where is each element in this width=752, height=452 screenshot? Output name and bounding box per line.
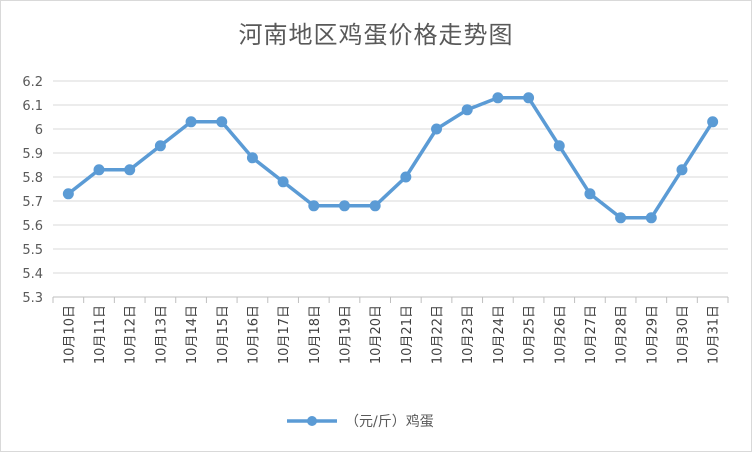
data-point xyxy=(584,188,596,200)
legend-marker xyxy=(307,416,317,426)
y-tick-label: 5.5 xyxy=(22,243,43,258)
y-tick-label: 6.1 xyxy=(22,99,43,114)
data-point xyxy=(246,152,258,164)
data-point xyxy=(461,104,473,116)
data-point xyxy=(615,212,627,224)
data-point xyxy=(676,164,688,176)
data-point xyxy=(277,176,289,188)
data-point xyxy=(93,164,105,176)
x-tick-label: 10月28日 xyxy=(615,305,630,364)
data-point xyxy=(553,140,565,152)
y-tick-label: 6.2 xyxy=(22,75,43,90)
x-tick-label: 10月25日 xyxy=(523,305,538,364)
x-tick-label: 10月17日 xyxy=(277,305,292,364)
data-point xyxy=(62,188,74,200)
x-tick-label: 10月23日 xyxy=(461,305,476,364)
series-line xyxy=(67,96,715,220)
x-tick-label: 10月26日 xyxy=(553,305,568,364)
legend-label: （元/斤）鸡蛋 xyxy=(345,413,434,430)
x-tick-label: 10月20日 xyxy=(369,305,384,364)
x-tick-label: 10月31日 xyxy=(707,305,722,364)
x-tick-label: 10月19日 xyxy=(338,305,353,364)
x-tick-label: 10月11日 xyxy=(93,305,108,364)
data-point xyxy=(124,164,136,176)
x-tick-label: 10月18日 xyxy=(308,305,323,364)
data-point xyxy=(400,171,412,183)
x-tick-label: 10月12日 xyxy=(124,305,139,364)
data-point xyxy=(216,116,228,128)
y-tick-label: 5.7 xyxy=(22,195,43,210)
x-tick-label: 10月14日 xyxy=(185,305,200,364)
data-point xyxy=(154,140,166,152)
data-point xyxy=(707,116,719,128)
x-tick-label: 10月27日 xyxy=(584,305,599,364)
y-tick-label: 6 xyxy=(35,123,43,138)
x-tick-label: 10月29日 xyxy=(645,305,660,364)
x-tick-label: 10月13日 xyxy=(154,305,169,364)
data-point xyxy=(431,123,443,135)
data-point xyxy=(185,116,197,128)
y-tick-label: 5.6 xyxy=(22,219,43,234)
y-tick-label: 5.3 xyxy=(22,291,43,306)
x-tick-label: 10月21日 xyxy=(400,305,415,364)
x-tick-label: 10月10日 xyxy=(62,305,77,364)
y-tick-label: 5.4 xyxy=(22,267,43,282)
chart-title: 河南地区鸡蛋价格走势图 xyxy=(238,21,514,49)
x-tick-label: 10月22日 xyxy=(431,305,446,364)
data-point xyxy=(308,200,320,212)
y-tick-label: 5.9 xyxy=(22,147,43,162)
x-tick-label: 10月30日 xyxy=(676,305,691,364)
data-point xyxy=(645,212,657,224)
x-tick-label: 10月16日 xyxy=(246,305,261,364)
y-tick-label: 5.8 xyxy=(22,171,43,186)
data-point xyxy=(369,200,381,212)
x-tick-label: 10月24日 xyxy=(492,305,507,364)
x-tick-label: 10月15日 xyxy=(216,305,231,364)
data-point xyxy=(492,92,504,104)
data-point xyxy=(338,200,350,212)
data-point xyxy=(523,92,535,104)
